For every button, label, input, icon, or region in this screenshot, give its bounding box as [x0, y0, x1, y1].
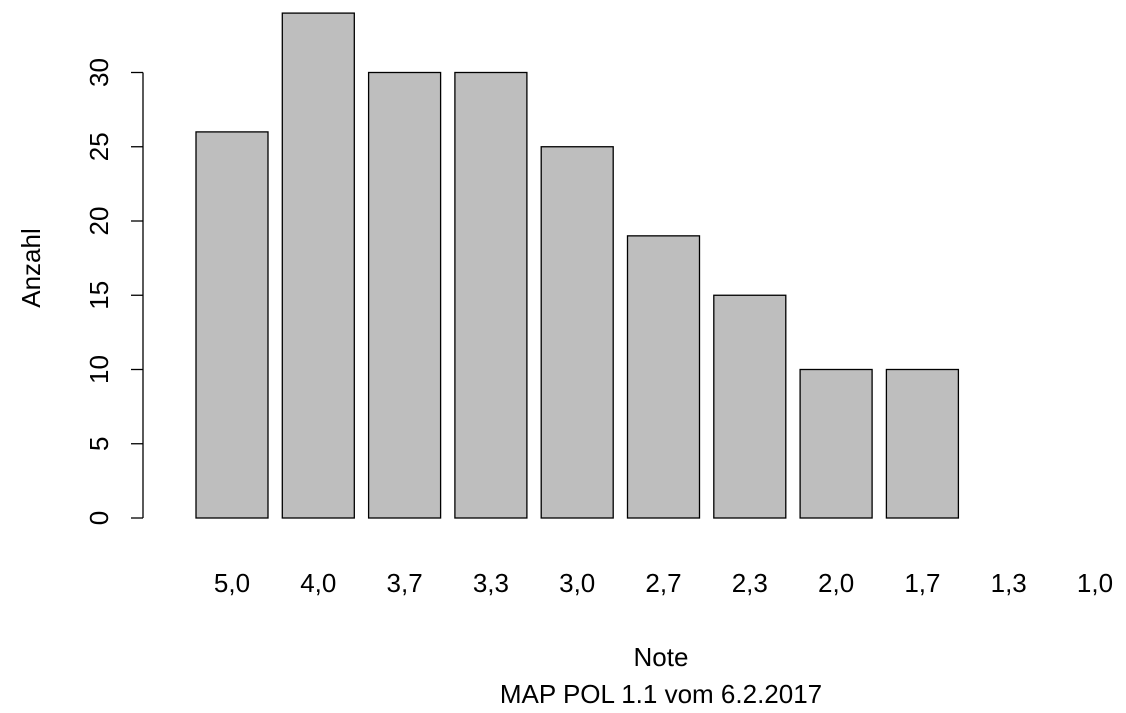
- x-tick-label: 3,0: [559, 568, 595, 598]
- x-tick-labels: 5,0 4,0 3,7 3,3 3,0 2,7 2,3 2,0 1,7 1,3 1,0: [214, 568, 1113, 598]
- x-tick-label: 2,0: [818, 568, 854, 598]
- bar: [540, 146, 614, 519]
- bars: [195, 12, 960, 519]
- y-tick-label: 15: [84, 281, 114, 310]
- y-tick-label: 10: [84, 355, 114, 384]
- bar: [799, 368, 873, 519]
- y-tick-label: 30: [84, 58, 114, 87]
- bar: [367, 71, 442, 519]
- y-tick-label: 0: [84, 511, 114, 525]
- chart-subtitle: MAP POL 1.1 vom 6.2.2017: [500, 679, 822, 709]
- bar: [713, 294, 787, 519]
- y-axis-label: Anzahl: [16, 228, 46, 308]
- y-tick-label: 25: [84, 132, 114, 161]
- x-tick-label: 5,0: [214, 568, 250, 598]
- x-axis-label: Note: [634, 642, 689, 672]
- bar: [281, 12, 355, 519]
- x-tick-label: 3,7: [387, 568, 423, 598]
- bar: [885, 368, 960, 519]
- x-tick-label: 1,7: [904, 568, 940, 598]
- x-tick-label: 3,3: [473, 568, 509, 598]
- y-tick-label: 5: [84, 437, 114, 451]
- x-tick-label: 2,3: [732, 568, 768, 598]
- x-tick-label: 1,0: [1077, 568, 1113, 598]
- x-tick-label: 1,3: [991, 568, 1027, 598]
- bar: [454, 71, 528, 519]
- x-tick-label: 2,7: [645, 568, 681, 598]
- x-tick-label: 4,0: [300, 568, 336, 598]
- y-axis: 0 5 10 15 20 25 30: [84, 58, 144, 525]
- bar: [626, 235, 701, 519]
- y-tick-label: 20: [84, 207, 114, 236]
- bar: [195, 131, 269, 519]
